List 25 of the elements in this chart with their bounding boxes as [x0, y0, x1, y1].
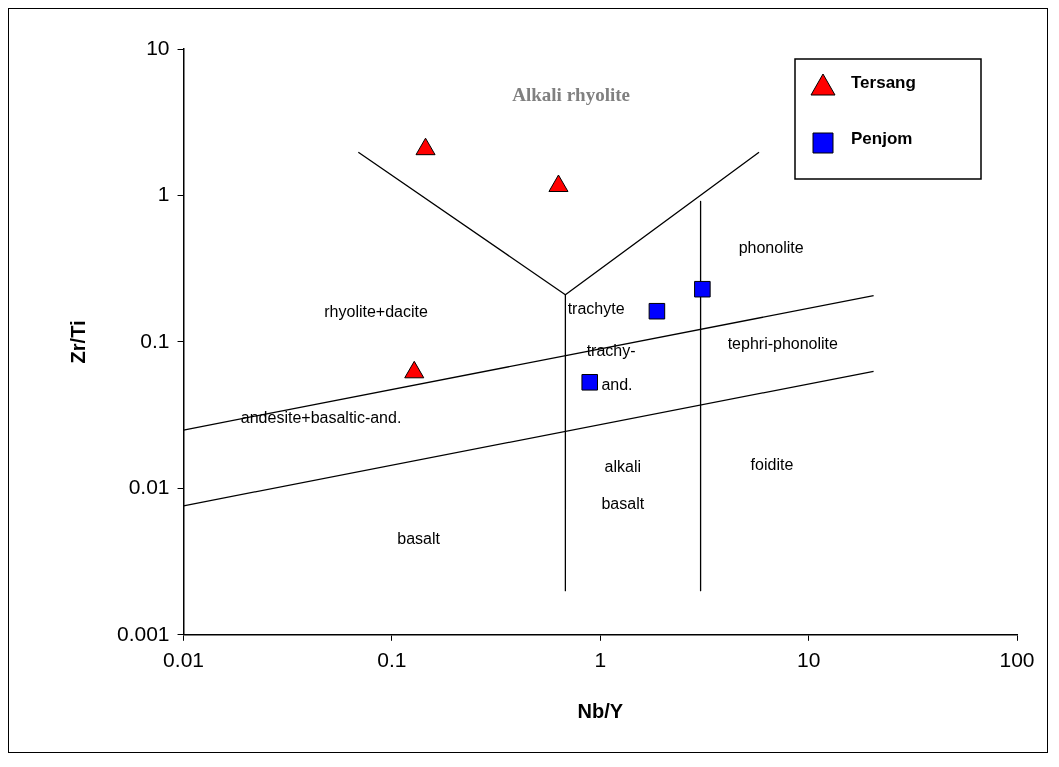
annotation: phonolite — [738, 238, 804, 256]
annotation: tephri-phonolite — [727, 334, 839, 352]
y-tick-label: 0.01 — [128, 475, 170, 499]
x-tick-label: 1 — [594, 648, 607, 672]
x-tick-label: 100 — [999, 648, 1035, 672]
annotation: basalt — [601, 494, 645, 512]
y-tick-label: 10 — [146, 35, 170, 59]
y-axis-title: Zr/Ti — [66, 320, 89, 364]
x-tick-label: 0.1 — [377, 648, 407, 672]
annotation: rhyolite+dacite — [324, 303, 428, 321]
annotation: andesite+basaltic-and. — [240, 409, 402, 427]
y-tick-label: 0.001 — [116, 621, 170, 645]
annotation: foidite — [750, 456, 794, 474]
legend-label: Tersang — [851, 72, 916, 92]
x-tick-label: 10 — [796, 648, 821, 672]
annotation: and. — [601, 375, 633, 393]
y-tick-label: 1 — [157, 182, 170, 206]
x-axis-title: Nb/Y — [577, 699, 624, 722]
x-tick-label: 0.01 — [163, 648, 204, 672]
legend-label: Penjom — [851, 128, 913, 148]
y-tick-label: 0.1 — [140, 328, 170, 352]
annotation: Alkali rhyolite — [512, 84, 630, 106]
annotation: alkali — [604, 457, 642, 475]
annotation: trachyte — [567, 299, 625, 317]
annotation: basalt — [397, 530, 441, 548]
